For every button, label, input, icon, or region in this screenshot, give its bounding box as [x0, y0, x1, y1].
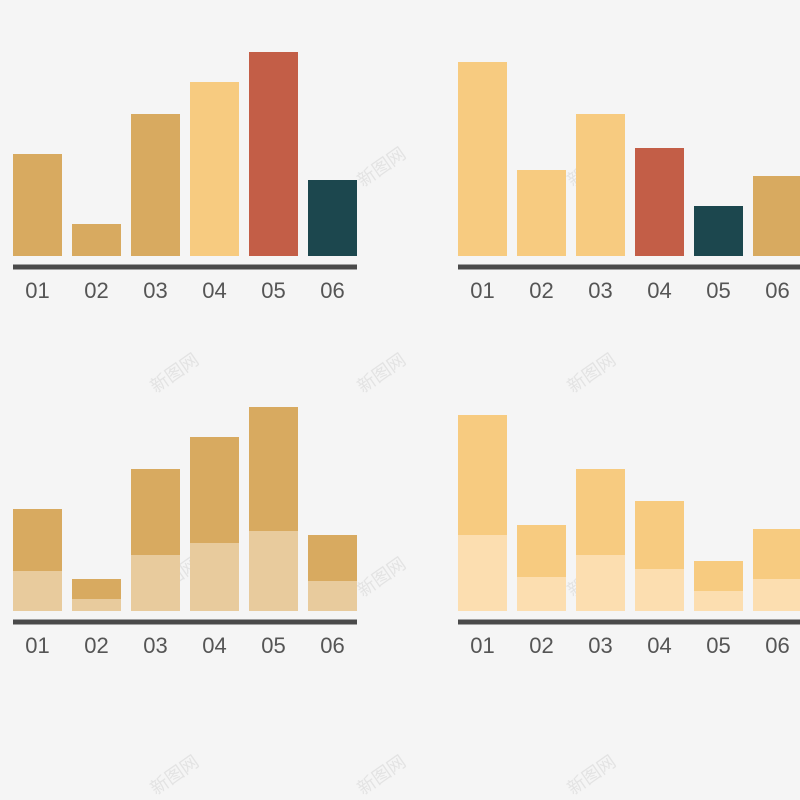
x-axis-line	[13, 619, 357, 625]
tick-label-01: 01	[470, 278, 494, 303]
bar-01-segment-2	[458, 415, 507, 535]
tick-label-06: 06	[765, 633, 789, 658]
bar-06-segment-1	[753, 579, 800, 611]
x-axis-line	[458, 264, 800, 270]
tick-label-05: 05	[706, 278, 730, 303]
bar-06-segment-2	[753, 529, 800, 579]
x-axis-line	[13, 264, 357, 270]
watermark-text: 新图网	[354, 751, 410, 799]
tick-label-04: 04	[647, 633, 671, 658]
watermark-text: 新图网	[147, 751, 203, 799]
bar-06-segment-1	[308, 581, 357, 611]
bar-04-segment-1	[190, 543, 239, 611]
tick-label-02: 02	[529, 278, 553, 303]
tick-label-04: 04	[647, 278, 671, 303]
tick-label-05: 05	[261, 633, 285, 658]
bar-01-segment-1	[13, 571, 62, 611]
tick-label-05: 05	[261, 278, 285, 303]
bar-03-segment-1	[576, 555, 625, 611]
tick-label-04: 04	[202, 278, 226, 303]
bar-05-segment-1	[694, 591, 743, 611]
tick-label-04: 04	[202, 633, 226, 658]
chart-panel-bottom-left: 01 02 03 04 05 06	[13, 407, 357, 658]
watermark-text: 新图网	[354, 143, 410, 191]
tick-label-06: 06	[320, 278, 344, 303]
bar-06	[308, 180, 357, 256]
bar-03-segment-2	[576, 469, 625, 555]
chart-panel-top-left: 01 02 03 04 05 06	[13, 52, 357, 303]
bar-04	[635, 148, 684, 256]
tick-label-03: 03	[588, 278, 612, 303]
watermark-text: 新图网	[354, 553, 410, 601]
bar-02-segment-2	[517, 525, 566, 577]
x-axis-line	[458, 619, 800, 625]
bar-02-segment-1	[72, 599, 121, 611]
bar-03	[576, 114, 625, 256]
tick-label-05: 05	[706, 633, 730, 658]
bar-01-segment-2	[13, 509, 62, 571]
watermark-text: 新图网	[147, 349, 203, 397]
bar-03	[131, 114, 180, 256]
bar-02	[72, 224, 121, 256]
watermark-text: 新图网	[354, 349, 410, 397]
tick-label-02: 02	[529, 633, 553, 658]
bar-02-segment-2	[72, 579, 121, 599]
bar-02-segment-1	[517, 577, 566, 611]
bar-02	[517, 170, 566, 256]
chart-panel-bottom-right: 01 02 03 04 05 06	[458, 415, 800, 658]
bar-05-segment-1	[249, 531, 298, 611]
bar-05-segment-2	[694, 561, 743, 591]
bar-05	[694, 206, 743, 256]
tick-label-03: 03	[143, 633, 167, 658]
tick-label-02: 02	[84, 633, 108, 658]
chart-panel-top-right: 01 02 03 04 05 06	[458, 62, 800, 303]
bar-04-segment-2	[190, 437, 239, 543]
tick-label-01: 01	[25, 278, 49, 303]
tick-label-06: 06	[320, 633, 344, 658]
bar-03-segment-1	[131, 555, 180, 611]
bar-04	[190, 82, 239, 256]
tick-label-03: 03	[143, 278, 167, 303]
bar-06	[753, 176, 800, 256]
bar-06-segment-2	[308, 535, 357, 581]
bar-01	[458, 62, 507, 256]
bar-03-segment-2	[131, 469, 180, 555]
bar-01	[13, 154, 62, 256]
bar-04-segment-2	[635, 501, 684, 569]
bar-04-segment-1	[635, 569, 684, 611]
tick-label-01: 01	[470, 633, 494, 658]
tick-label-03: 03	[588, 633, 612, 658]
bar-05-segment-2	[249, 407, 298, 531]
tick-label-01: 01	[25, 633, 49, 658]
watermark-text: 新图网	[564, 349, 620, 397]
bar-01-segment-1	[458, 535, 507, 611]
tick-label-06: 06	[765, 278, 789, 303]
watermark-text: 新图网	[564, 751, 620, 799]
tick-label-02: 02	[84, 278, 108, 303]
bar-05	[249, 52, 298, 256]
